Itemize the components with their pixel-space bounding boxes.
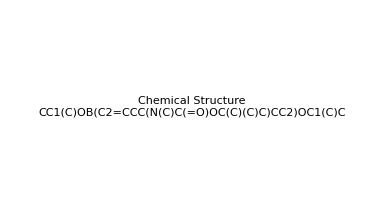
Text: Chemical Structure
CC1(C)OB(C2=CCC(N(C)C(=O)OC(C)(C)C)CC2)OC1(C)C: Chemical Structure CC1(C)OB(C2=CCC(N(C)C… [38,96,346,118]
